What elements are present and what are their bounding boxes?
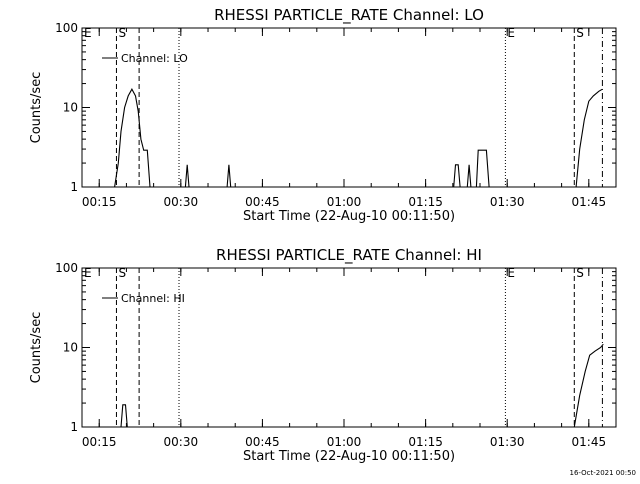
event-marker-label: E: [507, 266, 515, 280]
y-axis-label: Counts/sec: [29, 312, 44, 384]
y-tick-label: 100: [55, 261, 78, 275]
event-marker-label: S: [118, 266, 126, 280]
chart-title: RHESSI PARTICLE_RATE Channel: HI: [216, 246, 482, 265]
x-axis-label: Start Time (22-Aug-10 00:11:50): [243, 209, 455, 224]
x-tick-label: 01:15: [408, 435, 443, 449]
x-tick-label: 00:30: [164, 195, 199, 209]
x-tick-label: 00:45: [245, 435, 280, 449]
x-tick-label: 01:45: [572, 435, 607, 449]
x-tick-label: 01:15: [408, 195, 443, 209]
y-tick-label: 1: [70, 180, 78, 194]
event-marker-label: S: [576, 266, 584, 280]
x-tick-label: 00:15: [82, 435, 117, 449]
x-tick-label: 00:45: [245, 195, 280, 209]
y-axis-label: Counts/sec: [29, 72, 44, 144]
legend-label: Channel: LO: [121, 52, 188, 65]
event-marker-label: E: [84, 26, 92, 40]
y-tick-label: 10: [63, 341, 78, 355]
x-tick-label: 00:15: [82, 195, 117, 209]
x-tick-label: 01:00: [327, 195, 362, 209]
legend-label: Channel: HI: [121, 292, 185, 305]
chart-title: RHESSI PARTICLE_RATE Channel: LO: [214, 6, 484, 25]
footer-timestamp: 16-Oct-2021 00:50: [569, 469, 636, 477]
series-line: [114, 88, 603, 188]
x-tick-label: 01:45: [572, 195, 607, 209]
y-tick-label: 100: [55, 21, 78, 35]
y-tick-label: 1: [70, 420, 78, 434]
series-line: [120, 343, 604, 428]
y-tick-label: 10: [63, 101, 78, 115]
x-axis-label: Start Time (22-Aug-10 00:11:50): [243, 449, 455, 464]
x-tick-label: 01:30: [490, 435, 525, 449]
event-marker-label: S: [118, 26, 126, 40]
event-marker-label: E: [84, 266, 92, 280]
x-tick-label: 01:00: [327, 435, 362, 449]
x-tick-label: 01:30: [490, 195, 525, 209]
event-marker-label: S: [576, 26, 584, 40]
event-marker-label: E: [507, 26, 515, 40]
x-tick-label: 00:30: [164, 435, 199, 449]
